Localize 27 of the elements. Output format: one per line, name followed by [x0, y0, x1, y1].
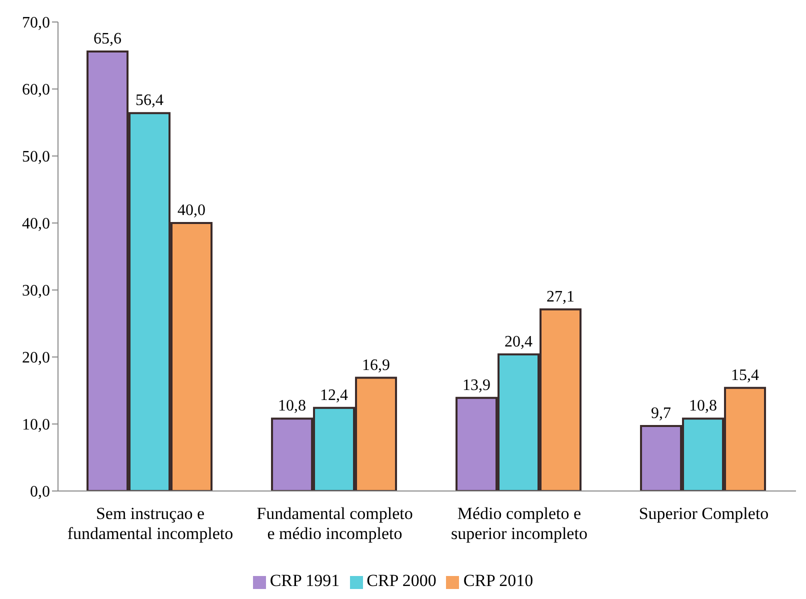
data-label: 16,9 — [362, 356, 390, 374]
data-label: 20,4 — [504, 333, 533, 350]
y-tick-label: 0,0 — [30, 484, 50, 501]
data-label: 12,4 — [320, 386, 348, 404]
y-tick-label: 50,0 — [22, 148, 50, 166]
data-label: 27,1 — [546, 288, 575, 306]
y-tick-label: 20,0 — [22, 350, 50, 367]
data-label: 56,4 — [136, 92, 164, 110]
data-label: 40,0 — [178, 202, 206, 219]
legend-label: CRP 1991 — [270, 571, 340, 590]
legend-label: CRP 2010 — [463, 571, 534, 590]
data-label: 65,6 — [94, 30, 122, 48]
y-tick-label: 10,0 — [22, 416, 50, 434]
y-tick-label: 70,0 — [22, 14, 50, 32]
data-label: 9,7 — [651, 405, 672, 422]
y-tick-label: 30,0 — [22, 282, 50, 300]
data-label: 10,8 — [278, 398, 306, 415]
x-tick-label: Médio completo e superior incompleto — [451, 504, 588, 543]
x-tick-label: Sem instruçao e fundamental incompleto — [67, 504, 234, 543]
data-label: 10,8 — [689, 398, 718, 415]
y-tick-label: 40,0 — [22, 216, 50, 233]
x-tick-label: Fundamental completo e médio incompleto — [256, 504, 413, 543]
data-label: 15,4 — [731, 366, 760, 384]
x-tick-label: Superior Completo — [638, 504, 769, 523]
data-label: 13,9 — [462, 376, 491, 394]
y-tick-label: 60,0 — [22, 82, 50, 99]
legend-label: CRP 2000 — [366, 571, 436, 590]
